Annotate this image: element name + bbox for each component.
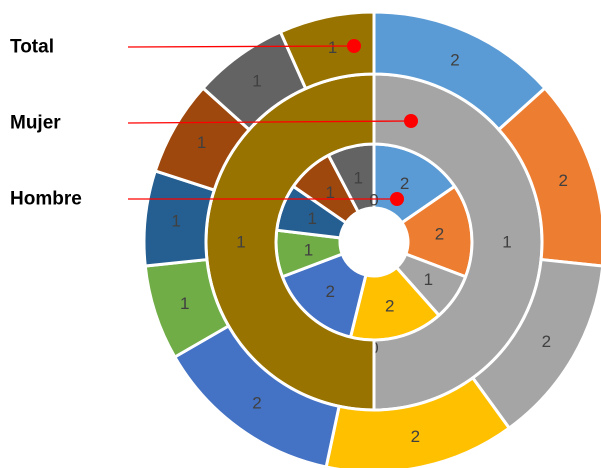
total-value-label-6: 1	[180, 294, 189, 313]
hombre-value-label-8: 1	[325, 183, 334, 202]
chart-legend: Total Mujer Hombre	[10, 37, 418, 210]
hombre-value-label-3: 1	[424, 270, 433, 289]
total-value-label-2: 2	[559, 171, 568, 190]
total-segment-2	[496, 85, 601, 268]
legend-label-hombre: Hombre	[10, 189, 82, 210]
total-value-label-1: 2	[450, 51, 459, 70]
mujer-value-label-2: 1	[502, 233, 511, 252]
legend-marker-total	[347, 39, 361, 53]
hombre-value-label-6: 1	[304, 240, 313, 259]
total-segment-10	[278, 10, 376, 91]
hombre-value-label-2: 2	[435, 225, 444, 244]
hombre-value-label-1: 2	[400, 174, 409, 193]
mujer-value-label-4: 1	[236, 233, 245, 252]
legend-label-total: Total	[10, 37, 54, 58]
total-value-label-3: 2	[542, 332, 551, 351]
total-value-label-4: 2	[411, 427, 420, 446]
legend-line-total	[127, 45, 355, 48]
total-value-label-7: 1	[171, 212, 180, 231]
legend-line-mujer	[127, 120, 412, 124]
chart-rings: 221221111001012222211111	[142, 10, 601, 468]
legend-marker-hombre	[390, 192, 404, 206]
legend-label-mujer: Mujer	[10, 113, 61, 134]
hombre-value-label-4: 2	[385, 297, 394, 316]
total-value-label-5: 2	[252, 393, 261, 412]
hombre-value-label-9: 1	[353, 168, 362, 187]
hombre-value-label-10: 0	[369, 191, 378, 210]
hombre-value-label-5: 2	[325, 282, 334, 301]
hombre-value-label-7: 1	[308, 209, 317, 228]
total-value-label-10: 1	[328, 38, 337, 57]
legend-marker-mujer	[404, 114, 418, 128]
total-value-label-9: 1	[252, 72, 261, 91]
total-value-label-8: 1	[197, 133, 206, 152]
